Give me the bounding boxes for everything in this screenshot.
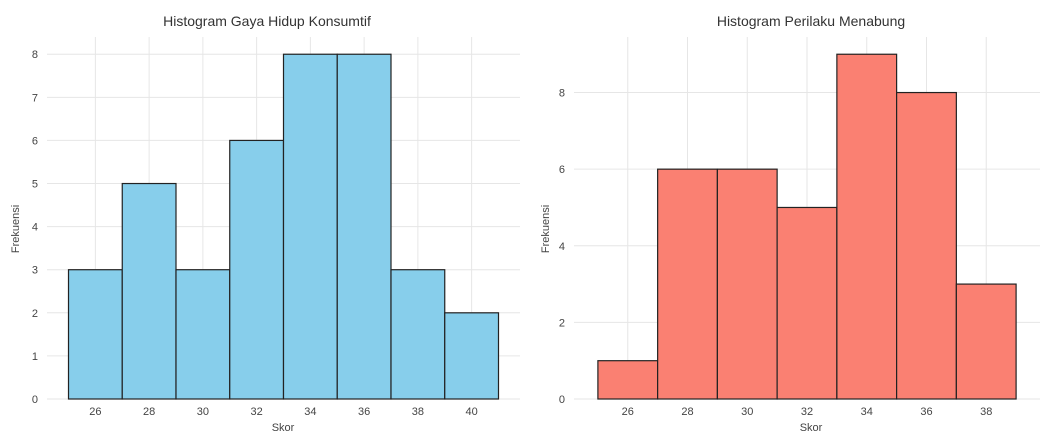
y-tick-label: 2 bbox=[32, 308, 38, 320]
y-tick-label: 6 bbox=[559, 164, 565, 176]
y-tick-label: 0 bbox=[32, 394, 38, 406]
histogram-bar bbox=[836, 53, 898, 400]
x-tick-label: 36 bbox=[358, 406, 370, 418]
x-tick-label: 38 bbox=[980, 406, 992, 418]
chart-svg-right: Histogram Perilaku Menabung Skor Frekuen… bbox=[540, 13, 1040, 434]
histogram-bar bbox=[955, 283, 1017, 400]
x-tick-label: 30 bbox=[197, 406, 209, 418]
chart-title: Histogram Gaya Hidup Konsumtif bbox=[163, 13, 371, 29]
x-tick-label: 32 bbox=[251, 406, 263, 418]
x-tick-label: 38 bbox=[412, 406, 424, 418]
histogram-bar bbox=[282, 53, 338, 400]
histogram-bar bbox=[336, 53, 392, 400]
y-tick-label: 3 bbox=[32, 265, 38, 277]
histogram-bar bbox=[229, 139, 285, 400]
x-tick-label: 34 bbox=[861, 406, 873, 418]
histogram-bar bbox=[597, 360, 659, 400]
histogram-bar bbox=[657, 168, 718, 400]
histogram-bar bbox=[175, 269, 231, 400]
x-tick-label: 26 bbox=[89, 406, 101, 418]
histogram-bar bbox=[67, 269, 123, 400]
x-tick-label: 28 bbox=[143, 406, 155, 418]
y-axis-label: Frekuensi bbox=[540, 205, 552, 253]
x-tick-label: 26 bbox=[622, 406, 634, 418]
histogram-bar bbox=[444, 312, 500, 400]
y-tick-label: 4 bbox=[32, 222, 38, 234]
histogram-bar bbox=[776, 206, 838, 400]
y-tick-label: 0 bbox=[559, 394, 565, 406]
x-tick-label: 30 bbox=[741, 406, 753, 418]
x-tick-label: 28 bbox=[681, 406, 693, 418]
plot-area: 26 28 30 32 34 36 38 0 2 4 6 8 bbox=[559, 37, 1040, 418]
chart-svg-left: Histogram Gaya Hidup Konsumtif Skor Frek… bbox=[10, 13, 520, 434]
y-tick-label: 7 bbox=[32, 92, 38, 104]
x-axis-label: Skor bbox=[800, 422, 823, 432]
y-tick-label: 2 bbox=[559, 317, 565, 329]
y-tick-label: 8 bbox=[32, 49, 38, 61]
y-tick-label: 8 bbox=[559, 88, 565, 100]
histogram-bar bbox=[121, 182, 177, 400]
y-tick-label: 6 bbox=[32, 135, 38, 147]
x-tick-label: 40 bbox=[466, 406, 478, 418]
histogram-bar bbox=[896, 91, 957, 400]
x-tick-label: 34 bbox=[304, 406, 316, 418]
y-axis-label: Frekuensi bbox=[10, 205, 22, 253]
histogram-gaya-hidup-konsumtif: Histogram Gaya Hidup Konsumtif Skor Frek… bbox=[0, 0, 522, 434]
x-axis-label: Skor bbox=[272, 422, 295, 432]
x-tick-label: 32 bbox=[801, 406, 813, 418]
y-tick-label: 5 bbox=[32, 179, 38, 191]
histogram-perilaku-menabung: Histogram Perilaku Menabung Skor Frekuen… bbox=[522, 0, 1043, 434]
y-tick-label: 1 bbox=[32, 351, 38, 363]
x-tick-label: 36 bbox=[920, 406, 932, 418]
y-tick-label: 4 bbox=[559, 241, 565, 253]
histogram-bar bbox=[390, 269, 446, 400]
histogram-bar bbox=[716, 168, 778, 400]
chart-title: Histogram Perilaku Menabung bbox=[717, 13, 905, 29]
